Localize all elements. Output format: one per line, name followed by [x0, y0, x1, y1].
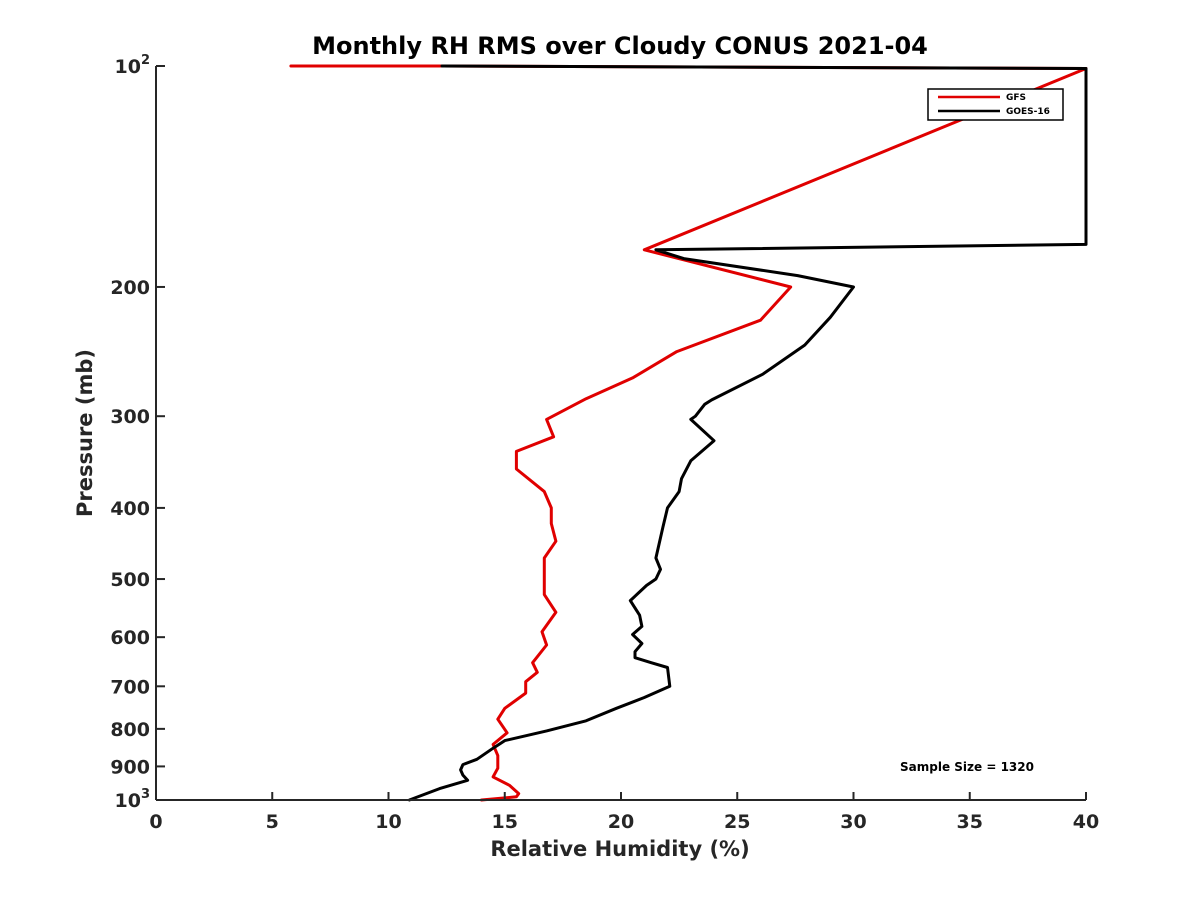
y-tick-label: 200 — [110, 277, 150, 299]
y-tick-label: 102 — [115, 53, 151, 78]
y-tick-label: 103 — [115, 787, 151, 812]
y-tick-label: 700 — [110, 676, 150, 698]
y-tick-label: 300 — [110, 406, 150, 428]
y-tick-label: 500 — [110, 569, 150, 591]
y-tick-label: 900 — [110, 756, 150, 778]
x-tick-label: 0 — [149, 811, 162, 833]
chart-title: Monthly RH RMS over Cloudy CONUS 2021-04 — [312, 32, 928, 60]
x-tick-label: 40 — [1073, 811, 1099, 833]
y-tick-exponent: 2 — [141, 53, 150, 68]
x-ticks: 0 5 10 15 20 25 30 35 40 — [149, 792, 1099, 833]
x-tick-label: 20 — [608, 811, 634, 833]
plot-area — [289, 64, 1088, 802]
y-tick-exponent: 3 — [141, 787, 150, 802]
legend-box — [927, 88, 1064, 121]
legend-label-gfs: GFS — [1006, 93, 1026, 103]
x-tick-label: 5 — [266, 811, 279, 833]
x-axis-label: Relative Humidity (%) — [490, 837, 749, 861]
series-line-goes16 — [407, 64, 1088, 802]
y-tick-label: 800 — [110, 719, 150, 741]
axes — [155, 66, 1086, 801]
y-axis-label: Pressure (mb) — [73, 349, 97, 517]
y-tick-base: 10 — [115, 790, 141, 812]
x-tick-label: 15 — [492, 811, 518, 833]
series-line-gfs — [289, 64, 1088, 802]
legend: GFS GOES-16 — [927, 88, 1064, 121]
legend-label-goes16: GOES-16 — [1006, 107, 1050, 117]
x-tick-label: 35 — [957, 811, 983, 833]
y-tick-label: 400 — [110, 498, 150, 520]
x-tick-label: 10 — [375, 811, 401, 833]
y-tick-label: 600 — [110, 627, 150, 649]
y-tick-base: 10 — [115, 56, 141, 78]
sample-size-annotation: Sample Size = 1320 — [900, 760, 1034, 774]
x-tick-label: 25 — [724, 811, 750, 833]
x-tick-label: 30 — [840, 811, 866, 833]
